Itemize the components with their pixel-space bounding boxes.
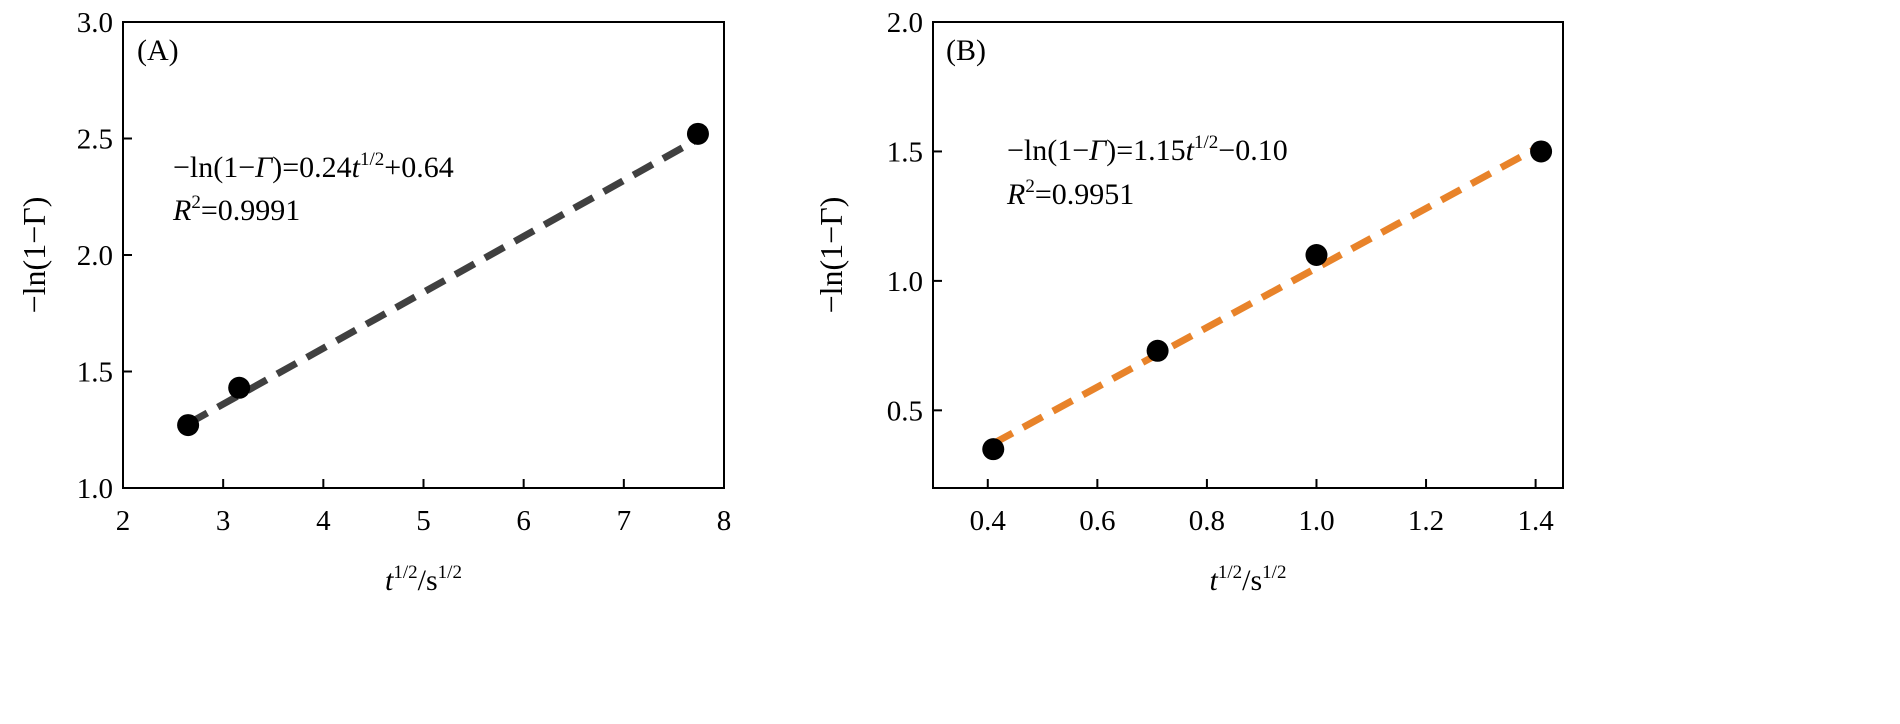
y-tick-label: 2.5 — [77, 124, 113, 156]
y-tick-label: 2.0 — [887, 7, 923, 39]
y-tick-label: 1.5 — [887, 136, 923, 168]
panel-label: (A) — [137, 34, 179, 67]
r-squared: R2=0.9951 — [1006, 176, 1134, 211]
fit-equation: −ln(1−Γ)=1.15t1/2−0.10 — [1007, 132, 1288, 167]
plot-frame — [122, 21, 725, 489]
panel-label: (B) — [946, 34, 986, 67]
x-tick-label: 0.8 — [1189, 505, 1225, 537]
x-tick-label: 1.0 — [1298, 505, 1334, 537]
y-tick-label: 1.0 — [77, 473, 113, 505]
y-axis-label: −ln(1−Γ) — [16, 197, 52, 314]
plot-frame — [932, 21, 1564, 489]
x-tick-label: 1.4 — [1517, 505, 1554, 537]
fit-line — [186, 136, 700, 427]
y-tick-label: 3.0 — [77, 7, 113, 39]
x-tick-label: 7 — [617, 505, 632, 537]
y-axis-label: −ln(1−Γ) — [813, 197, 849, 314]
x-tick-label: 4 — [316, 505, 331, 537]
r-squared: R2=0.9991 — [172, 192, 300, 227]
data-point — [228, 376, 251, 399]
fit-equation: −ln(1−Γ)=0.24t1/2+0.64 — [173, 149, 454, 184]
y-tick-label: 1.0 — [887, 266, 923, 298]
data-point — [686, 122, 709, 145]
x-tick-label: 6 — [516, 505, 531, 537]
x-tick-label: 0.4 — [970, 505, 1007, 537]
x-tick-label: 2 — [116, 505, 131, 537]
fit-line — [991, 142, 1543, 447]
y-tick-label: 2.0 — [77, 240, 113, 272]
x-tick-label: 5 — [416, 505, 431, 537]
y-tick-label: 0.5 — [887, 395, 923, 427]
x-axis-label: t1/2/s1/2 — [385, 562, 462, 597]
x-axis-label: t1/2/s1/2 — [1210, 562, 1287, 597]
panel-b: 0.4 0.6 0.8 1.0 1.2 1.4 0.5 1.0 1.5 2.0 (B) −ln(1−Γ… — [813, 7, 1564, 597]
data-point — [982, 438, 1005, 461]
data-point — [1146, 339, 1169, 362]
x-tick-label: 0.6 — [1079, 505, 1115, 537]
data-point — [1305, 244, 1328, 266]
data-point — [1530, 140, 1553, 163]
x-tick-label: 3 — [216, 505, 231, 537]
x-tick-label: 8 — [717, 505, 732, 537]
y-tick-label: 1.5 — [77, 357, 113, 389]
data-point — [177, 414, 200, 437]
panel-a: 2 3 4 5 6 7 8 1.0 1.5 2.0 2.5 3.0 (A) −ln(1−Γ)=0.24t1… — [16, 7, 731, 597]
x-tick-label: 1.2 — [1408, 505, 1444, 537]
